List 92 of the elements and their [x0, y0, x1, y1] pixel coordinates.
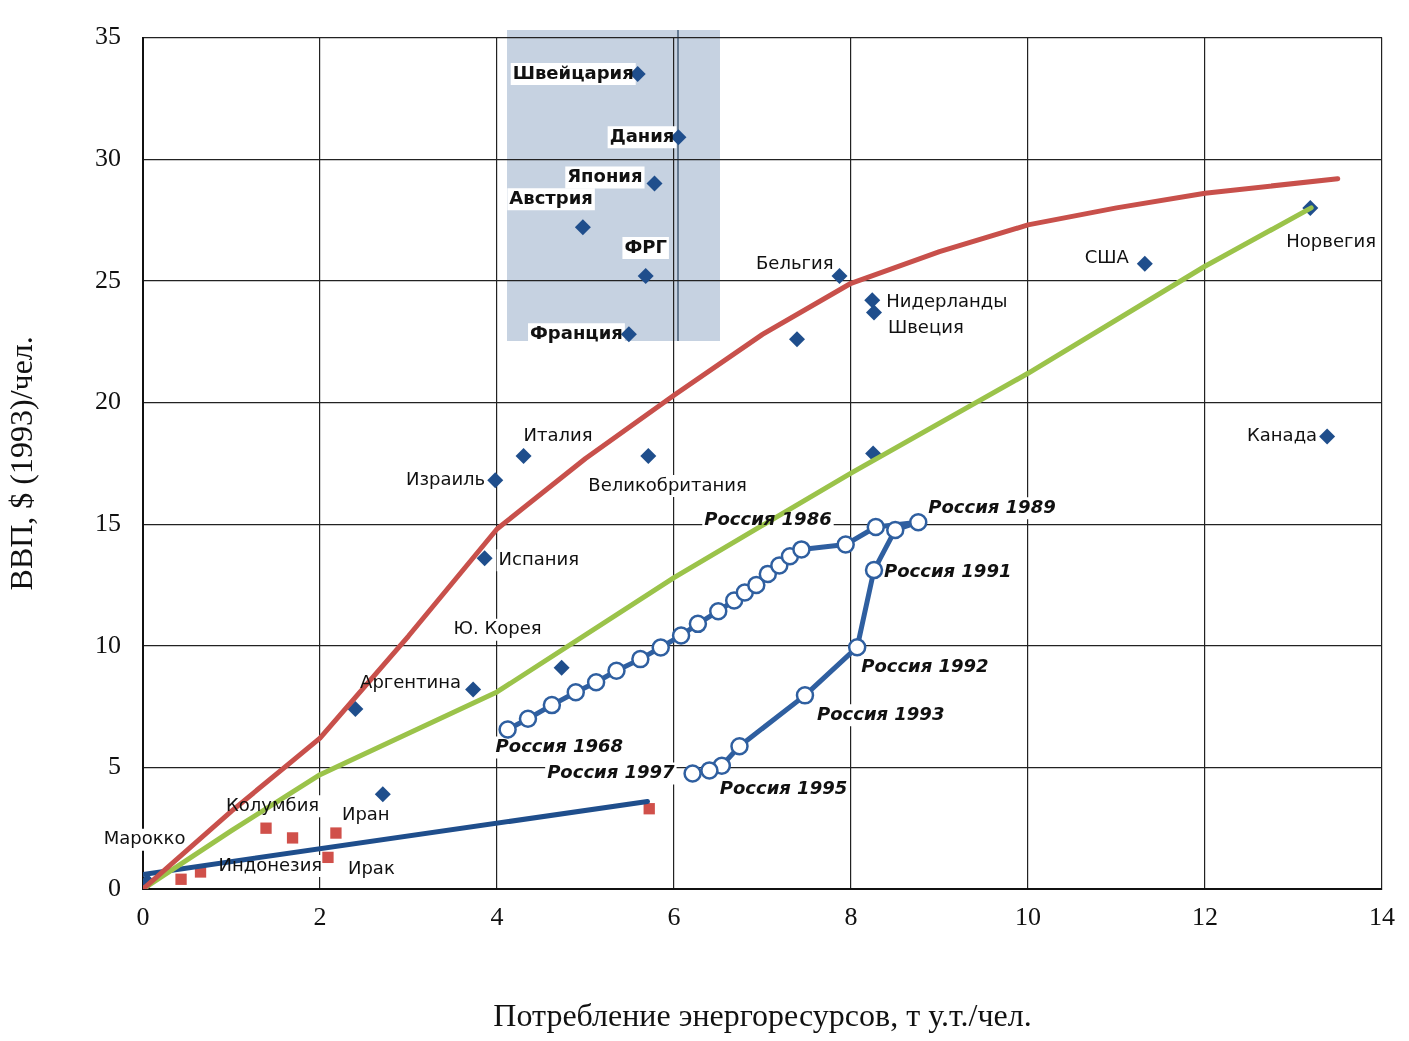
- annotation: Великобритания: [588, 473, 747, 495]
- annotation: Австрия: [509, 187, 593, 209]
- annotation: Россия 1989: [928, 495, 1056, 517]
- annotation: Ю. Корея: [453, 617, 542, 639]
- point: [683, 764, 702, 783]
- x-tick-label: 4: [490, 902, 504, 932]
- point: [709, 601, 728, 621]
- y-tick-label: 35: [95, 21, 121, 51]
- annotation: Россия 1986: [704, 508, 832, 530]
- point: [542, 695, 562, 715]
- annotation: Нидерланды: [886, 289, 1008, 311]
- point: [574, 219, 591, 236]
- point: [330, 827, 342, 839]
- point: [1319, 428, 1336, 445]
- point: [836, 535, 855, 554]
- x-tick-label: 10: [1015, 902, 1041, 932]
- y-tick-label: 25: [95, 264, 121, 294]
- point: [643, 803, 655, 815]
- annotation: ФРГ: [624, 235, 667, 257]
- point: [607, 661, 626, 681]
- annotation: Россия 1992: [861, 654, 989, 676]
- annotation: Швеция: [888, 316, 964, 338]
- y-tick-label: 0: [108, 872, 121, 902]
- point: [831, 267, 848, 284]
- point: [465, 681, 482, 698]
- x-tick-label: 6: [667, 902, 681, 932]
- point: [1136, 255, 1153, 272]
- point: [700, 761, 719, 780]
- point: [553, 659, 570, 676]
- point: [518, 709, 538, 728]
- point: [688, 614, 708, 634]
- annotation: Индонезия: [218, 853, 323, 875]
- y-tick-label: 20: [95, 386, 121, 416]
- y-tick-label: 30: [95, 143, 121, 173]
- point: [487, 472, 504, 489]
- x-tick-label: 12: [1192, 902, 1218, 932]
- annotation: Израиль: [405, 468, 486, 489]
- annotation: Ирак: [347, 857, 395, 879]
- point: [651, 638, 670, 657]
- point: [792, 540, 811, 559]
- y-tick-label: 15: [95, 507, 121, 537]
- annotation: Россия 1968: [495, 735, 624, 757]
- point: [374, 786, 391, 803]
- point: [322, 851, 334, 864]
- point: [640, 448, 657, 464]
- point: [730, 736, 749, 756]
- point: [586, 672, 606, 692]
- point: [789, 331, 806, 348]
- annotation: Швейцария: [512, 61, 634, 83]
- point: [847, 637, 867, 657]
- annotation: Марокко: [103, 827, 186, 849]
- x-tick-label: 8: [844, 902, 858, 932]
- annotation: Иран: [341, 802, 390, 824]
- annotation: Дания: [609, 125, 675, 147]
- x-tick-label: 0: [136, 902, 150, 932]
- x-tick-label: 14: [1369, 902, 1395, 932]
- point: [637, 267, 654, 284]
- y-axis-title: ВВП, $ (1993)/чел.: [2, 336, 39, 591]
- point: [566, 682, 586, 702]
- point: [909, 512, 928, 532]
- point: [286, 832, 299, 844]
- point: [864, 560, 884, 580]
- x-tick-label: 2: [313, 902, 327, 932]
- annotation: Россия 1997: [547, 761, 676, 783]
- point: [886, 520, 905, 540]
- point: [498, 720, 517, 739]
- point: [866, 517, 886, 537]
- point: [631, 649, 650, 669]
- x-axis-title: Потребление энергоресурсов, т у.т./чел.: [493, 997, 1032, 1034]
- annotation: Япония: [567, 165, 643, 187]
- annotation: Россия 1993: [816, 703, 945, 725]
- annotation: Россия 1991: [884, 559, 1012, 581]
- y-tick-label: 5: [108, 751, 121, 781]
- point: [260, 822, 272, 834]
- point: [515, 448, 532, 464]
- point: [671, 626, 691, 645]
- annotation: США: [1084, 245, 1130, 267]
- annotation: Россия 1995: [719, 777, 848, 799]
- annotation: Италия: [523, 423, 593, 445]
- annotation: Бельгия: [755, 251, 834, 273]
- y-tick-label: 10: [95, 629, 121, 659]
- point: [175, 873, 187, 885]
- annotation: Норвегия: [1286, 229, 1376, 251]
- point: [646, 175, 663, 192]
- point: [864, 292, 881, 309]
- annotation: Испания: [498, 547, 580, 569]
- point: [866, 304, 883, 321]
- point: [747, 575, 766, 595]
- point: [476, 550, 493, 567]
- point: [795, 686, 815, 705]
- annotation: Франция: [530, 322, 623, 344]
- annotation: Канада: [1247, 424, 1318, 446]
